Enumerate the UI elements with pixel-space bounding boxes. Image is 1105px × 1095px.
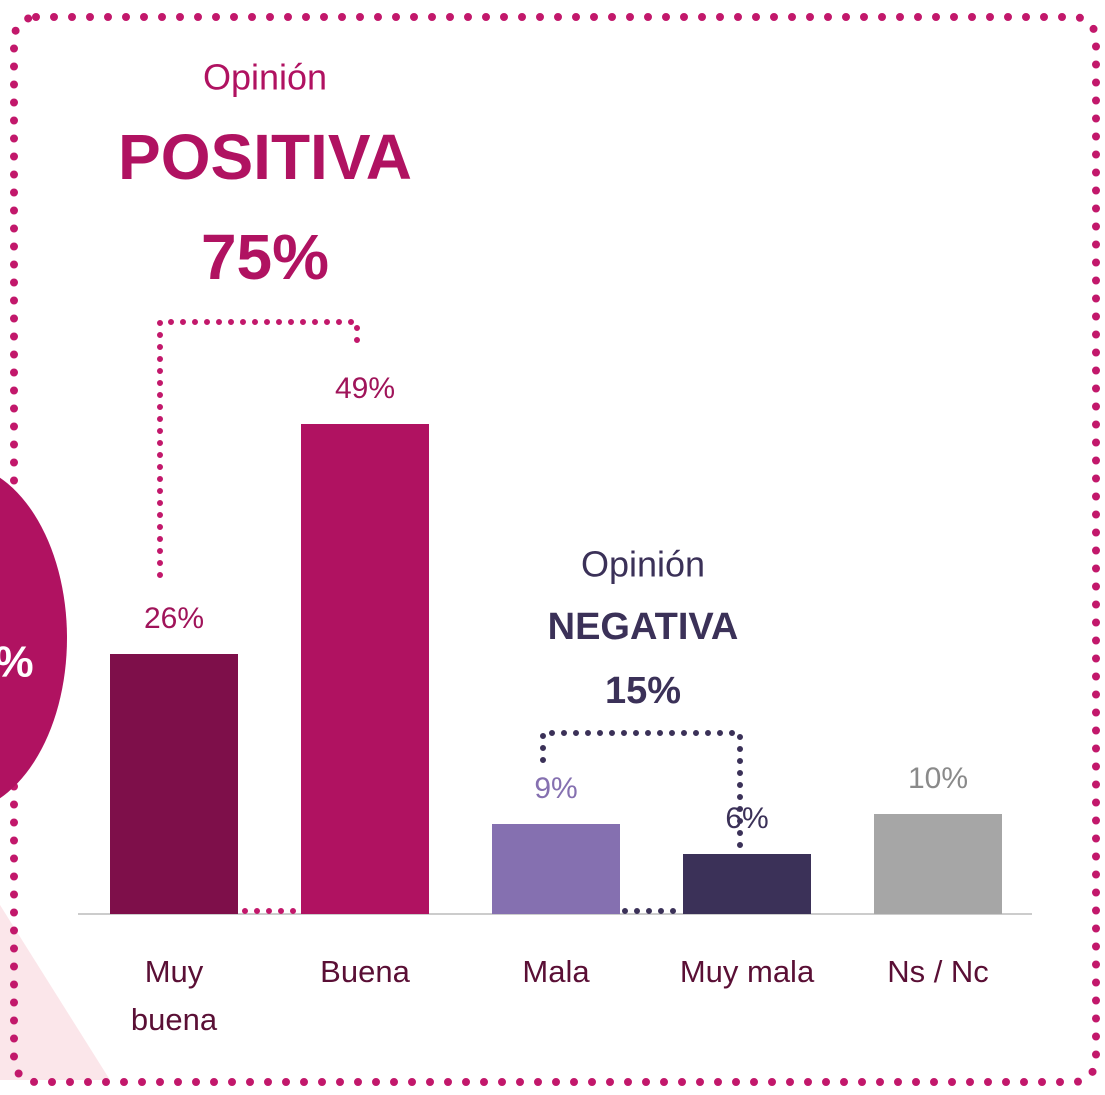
negative-total: 15% [605,670,681,712]
value-label: 49% [335,372,395,405]
bar [492,824,620,914]
watermark [0,905,110,1080]
x-tick-label: Buena [320,954,410,989]
x-tick-label: Muy mala [679,954,815,989]
bar [874,814,1002,914]
x-tick-label: Mala [522,954,590,989]
negative-heading: Opinión [581,544,705,585]
value-label: 6% [725,802,768,835]
x-tick-label: Ns / Nc [887,954,989,989]
bar [683,854,811,914]
bar [110,654,238,914]
badge-text: % [0,638,34,687]
negative-label: NEGATIVA [548,606,739,648]
value-label: 26% [144,602,204,635]
positive-total: 75% [201,221,329,293]
value-label: 10% [908,762,968,795]
negative-connector [540,730,743,851]
positive-heading: Opinión [203,57,327,98]
x-tick-label: Muy buena [130,954,218,1037]
value-label: 9% [534,772,577,805]
bar [301,424,429,914]
positive-label: POSITIVA [118,121,412,193]
badge [0,477,67,799]
